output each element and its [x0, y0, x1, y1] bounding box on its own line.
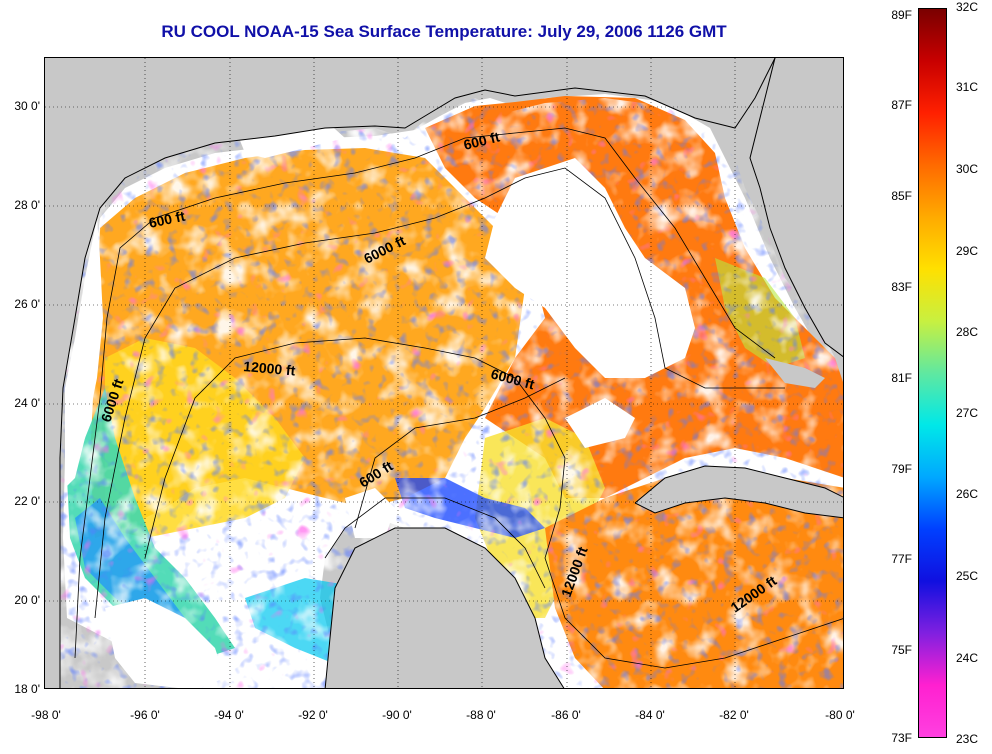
land-north-coast — [45, 58, 775, 688]
cloud-south-west — [105, 598, 225, 688]
lat-label-28: 28 0' — [14, 198, 40, 212]
colorbar-label-24c: 24C — [956, 651, 979, 665]
colorbar-label-30c: 30C — [956, 162, 979, 176]
map-frame: 600 ft 600 ft 6000 ft 12000 ft 6000 ft 6… — [44, 57, 844, 689]
colorbar-label-89f: 89F — [891, 8, 912, 22]
cloud-west-shelf — [65, 218, 103, 488]
colorbar-label-23c: 23C — [956, 732, 979, 746]
cloud-campeche — [345, 488, 395, 538]
colorbar-label-28c: 28C — [956, 325, 979, 339]
lat-label-24: 24 0' — [14, 396, 40, 410]
lon-label-92: -92 0' — [298, 708, 328, 722]
colorbar-label-75f: 75F — [891, 643, 912, 657]
grid — [45, 58, 843, 688]
lon-label-90: -90 0' — [382, 708, 412, 722]
lat-label-20: 20 0' — [14, 593, 40, 607]
temperature-colorbar — [918, 8, 947, 738]
colorbar-label-73f: 73F — [891, 731, 912, 745]
land-yucatan — [325, 528, 564, 688]
land-florida-keys-detail — [765, 358, 825, 388]
colorbar-label-81f: 81F — [891, 371, 912, 385]
colorbar-label-25c: 25C — [956, 569, 979, 583]
colorbar-label-26c: 26C — [956, 487, 979, 501]
colorbar-label-77f: 77F — [891, 552, 912, 566]
cloud-central — [485, 158, 695, 378]
colorbar-label-79f: 79F — [891, 462, 912, 476]
lat-label-22: 22 0' — [14, 494, 40, 508]
lon-label-96: -96 0' — [130, 708, 160, 722]
depth-label-12000-center: 12000 ft — [243, 358, 297, 379]
lon-label-80: -80 0' — [825, 708, 855, 722]
lon-label-98: -98 0' — [31, 708, 61, 722]
coastline-cuba — [634, 465, 843, 519]
colorbar-label-32c: 32C — [956, 0, 979, 14]
lon-label-84: -84 0' — [635, 708, 665, 722]
lat-label-26: 26 0' — [14, 297, 40, 311]
lon-label-94: -94 0' — [214, 708, 244, 722]
depth-label-600-west: 600 ft — [147, 208, 186, 231]
contour-600ft — [74, 127, 776, 659]
contour-12000ft — [144, 337, 843, 669]
land-florida — [750, 58, 843, 357]
map-title: RU COOL NOAA-15 Sea Surface Temperature:… — [161, 22, 727, 41]
lon-label-86: -86 0' — [551, 708, 581, 722]
colorbar-label-83f: 83F — [891, 280, 912, 294]
lat-label-18: 18 0' — [14, 682, 40, 696]
colorbar-label-29c: 29C — [956, 244, 979, 258]
colorbar-label-31c: 31C — [956, 80, 979, 94]
cloud-east — [565, 398, 635, 448]
land-cuba — [635, 466, 843, 518]
sst-map: 600 ft 600 ft 6000 ft 12000 ft 6000 ft 6… — [45, 58, 843, 688]
colorbar-label-27c: 27C — [956, 406, 979, 420]
coastline-yucatan — [324, 527, 565, 688]
colorbar-label-85f: 85F — [891, 189, 912, 203]
coastline — [59, 58, 776, 688]
lon-label-82: -82 0' — [719, 708, 749, 722]
lon-label-88: -88 0' — [466, 708, 496, 722]
coastline-florida — [749, 58, 843, 358]
lat-label-30: 30 0' — [14, 99, 40, 113]
colorbar-label-87f: 87F — [891, 98, 912, 112]
